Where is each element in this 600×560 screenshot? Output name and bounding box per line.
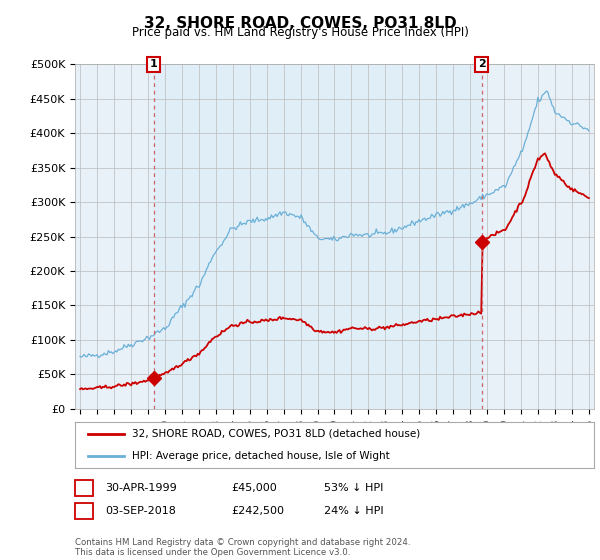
Text: Contains HM Land Registry data © Crown copyright and database right 2024.
This d: Contains HM Land Registry data © Crown c… (75, 538, 410, 557)
Text: 2: 2 (478, 59, 485, 69)
Text: £242,500: £242,500 (231, 506, 284, 516)
Text: 30-APR-1999: 30-APR-1999 (105, 483, 177, 493)
Text: 32, SHORE ROAD, COWES, PO31 8LD (detached house): 32, SHORE ROAD, COWES, PO31 8LD (detache… (132, 428, 421, 438)
Text: £45,000: £45,000 (231, 483, 277, 493)
Text: Price paid vs. HM Land Registry's House Price Index (HPI): Price paid vs. HM Land Registry's House … (131, 26, 469, 39)
Text: 32, SHORE ROAD, COWES, PO31 8LD: 32, SHORE ROAD, COWES, PO31 8LD (143, 16, 457, 31)
Bar (154, 64, 482, 409)
Text: 24% ↓ HPI: 24% ↓ HPI (324, 506, 383, 516)
Text: 53% ↓ HPI: 53% ↓ HPI (324, 483, 383, 493)
Text: 1: 1 (149, 59, 157, 69)
Text: 2: 2 (80, 506, 88, 516)
Text: 03-SEP-2018: 03-SEP-2018 (105, 506, 176, 516)
Text: HPI: Average price, detached house, Isle of Wight: HPI: Average price, detached house, Isle… (132, 451, 390, 461)
Text: 1: 1 (80, 483, 88, 493)
